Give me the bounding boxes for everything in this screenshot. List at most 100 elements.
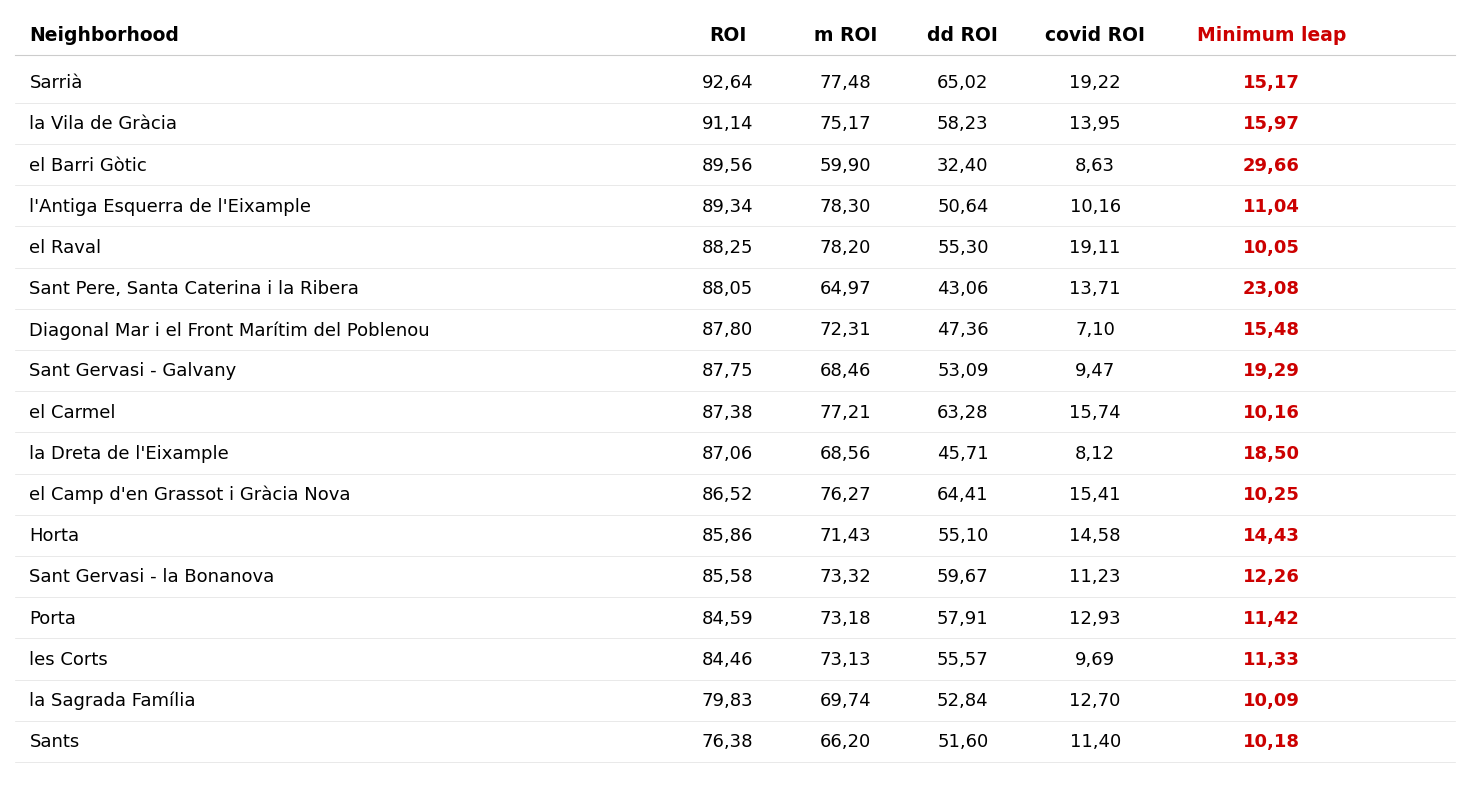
Text: Sants: Sants xyxy=(29,733,79,751)
Text: 7,10: 7,10 xyxy=(1075,322,1116,339)
Text: 13,95: 13,95 xyxy=(1069,116,1122,133)
Text: 50,64: 50,64 xyxy=(938,198,988,215)
Text: 84,46: 84,46 xyxy=(701,651,754,668)
Text: 11,33: 11,33 xyxy=(1244,651,1299,668)
Text: el Carmel: el Carmel xyxy=(29,404,116,421)
Text: 69,74: 69,74 xyxy=(819,692,872,710)
Text: 53,09: 53,09 xyxy=(936,363,989,380)
Text: 77,21: 77,21 xyxy=(819,404,872,421)
Text: 11,23: 11,23 xyxy=(1069,569,1122,586)
Text: la Vila de Gràcia: la Vila de Gràcia xyxy=(29,116,178,133)
Text: 76,27: 76,27 xyxy=(819,486,872,504)
Text: 59,67: 59,67 xyxy=(936,569,989,586)
Text: 11,40: 11,40 xyxy=(1070,733,1120,751)
Text: 85,86: 85,86 xyxy=(703,527,753,545)
Text: 15,17: 15,17 xyxy=(1244,74,1299,92)
Text: 43,06: 43,06 xyxy=(938,280,988,298)
Text: 8,63: 8,63 xyxy=(1075,157,1116,174)
Text: 87,06: 87,06 xyxy=(703,445,753,463)
Text: 86,52: 86,52 xyxy=(701,486,754,504)
Text: Porta: Porta xyxy=(29,610,76,627)
Text: 15,41: 15,41 xyxy=(1069,486,1122,504)
Text: 15,97: 15,97 xyxy=(1244,116,1299,133)
Text: 32,40: 32,40 xyxy=(936,157,989,174)
Text: 73,18: 73,18 xyxy=(819,610,872,627)
Text: 8,12: 8,12 xyxy=(1075,445,1116,463)
Text: 19,11: 19,11 xyxy=(1070,239,1120,257)
Text: 10,16: 10,16 xyxy=(1070,198,1120,215)
Text: 71,43: 71,43 xyxy=(819,527,872,545)
Text: 12,70: 12,70 xyxy=(1070,692,1120,710)
Text: 51,60: 51,60 xyxy=(938,733,988,751)
Text: dd ROI: dd ROI xyxy=(928,26,998,45)
Text: 10,18: 10,18 xyxy=(1244,733,1299,751)
Text: 84,59: 84,59 xyxy=(701,610,754,627)
Text: 68,46: 68,46 xyxy=(820,363,870,380)
Text: 63,28: 63,28 xyxy=(936,404,989,421)
Text: 12,93: 12,93 xyxy=(1069,610,1122,627)
Text: Sant Gervasi - Galvany: Sant Gervasi - Galvany xyxy=(29,363,237,380)
Text: 73,32: 73,32 xyxy=(819,569,872,586)
Text: el Camp d'en Grassot i Gràcia Nova: el Camp d'en Grassot i Gràcia Nova xyxy=(29,485,351,505)
Text: 12,26: 12,26 xyxy=(1244,569,1299,586)
Text: 88,25: 88,25 xyxy=(701,239,754,257)
Text: Sarrià: Sarrià xyxy=(29,74,82,92)
Text: 85,58: 85,58 xyxy=(701,569,754,586)
Text: 66,20: 66,20 xyxy=(820,733,870,751)
Text: Minimum leap: Minimum leap xyxy=(1197,26,1347,45)
Text: 55,10: 55,10 xyxy=(938,527,988,545)
Text: Sant Gervasi - la Bonanova: Sant Gervasi - la Bonanova xyxy=(29,569,275,586)
Text: 58,23: 58,23 xyxy=(936,116,989,133)
Text: 87,38: 87,38 xyxy=(701,404,754,421)
Text: 88,05: 88,05 xyxy=(703,280,753,298)
Text: 57,91: 57,91 xyxy=(936,610,989,627)
Text: 9,69: 9,69 xyxy=(1075,651,1116,668)
Text: 10,09: 10,09 xyxy=(1244,692,1299,710)
Text: 15,74: 15,74 xyxy=(1069,404,1122,421)
Text: 9,47: 9,47 xyxy=(1075,363,1116,380)
Text: Neighborhood: Neighborhood xyxy=(29,26,179,45)
Text: 92,64: 92,64 xyxy=(701,74,754,92)
Text: 65,02: 65,02 xyxy=(938,74,988,92)
Text: 59,90: 59,90 xyxy=(819,157,872,174)
Text: la Dreta de l'Eixample: la Dreta de l'Eixample xyxy=(29,445,229,463)
Text: 87,80: 87,80 xyxy=(703,322,753,339)
Text: ROI: ROI xyxy=(709,26,747,45)
Text: 87,75: 87,75 xyxy=(701,363,754,380)
Text: 68,56: 68,56 xyxy=(820,445,870,463)
Text: 55,57: 55,57 xyxy=(936,651,989,668)
Text: el Barri Gòtic: el Barri Gòtic xyxy=(29,157,147,174)
Text: 72,31: 72,31 xyxy=(819,322,872,339)
Text: les Corts: les Corts xyxy=(29,651,109,668)
Text: 29,66: 29,66 xyxy=(1244,157,1299,174)
Text: 75,17: 75,17 xyxy=(819,116,872,133)
Text: 14,43: 14,43 xyxy=(1244,527,1299,545)
Text: 10,05: 10,05 xyxy=(1244,239,1299,257)
Text: 76,38: 76,38 xyxy=(701,733,754,751)
Text: 15,48: 15,48 xyxy=(1244,322,1299,339)
Text: el Raval: el Raval xyxy=(29,239,101,257)
Text: 89,56: 89,56 xyxy=(701,157,754,174)
Text: 64,41: 64,41 xyxy=(936,486,989,504)
Text: 11,42: 11,42 xyxy=(1244,610,1299,627)
Text: 78,20: 78,20 xyxy=(820,239,870,257)
Text: 13,71: 13,71 xyxy=(1069,280,1122,298)
Text: 55,30: 55,30 xyxy=(936,239,989,257)
Text: 89,34: 89,34 xyxy=(701,198,754,215)
Text: Sant Pere, Santa Caterina i la Ribera: Sant Pere, Santa Caterina i la Ribera xyxy=(29,280,359,298)
Text: l'Antiga Esquerra de l'Eixample: l'Antiga Esquerra de l'Eixample xyxy=(29,198,312,215)
Text: 77,48: 77,48 xyxy=(819,74,872,92)
Text: la Sagrada Família: la Sagrada Família xyxy=(29,691,196,710)
Text: Horta: Horta xyxy=(29,527,79,545)
Text: 64,97: 64,97 xyxy=(819,280,872,298)
Text: 11,04: 11,04 xyxy=(1244,198,1299,215)
Text: 10,25: 10,25 xyxy=(1244,486,1299,504)
Text: 79,83: 79,83 xyxy=(701,692,754,710)
Text: m ROI: m ROI xyxy=(813,26,878,45)
Text: 18,50: 18,50 xyxy=(1244,445,1299,463)
Text: 73,13: 73,13 xyxy=(819,651,872,668)
Text: 47,36: 47,36 xyxy=(936,322,989,339)
Text: 10,16: 10,16 xyxy=(1244,404,1299,421)
Text: 78,30: 78,30 xyxy=(820,198,870,215)
Text: 19,29: 19,29 xyxy=(1244,363,1299,380)
